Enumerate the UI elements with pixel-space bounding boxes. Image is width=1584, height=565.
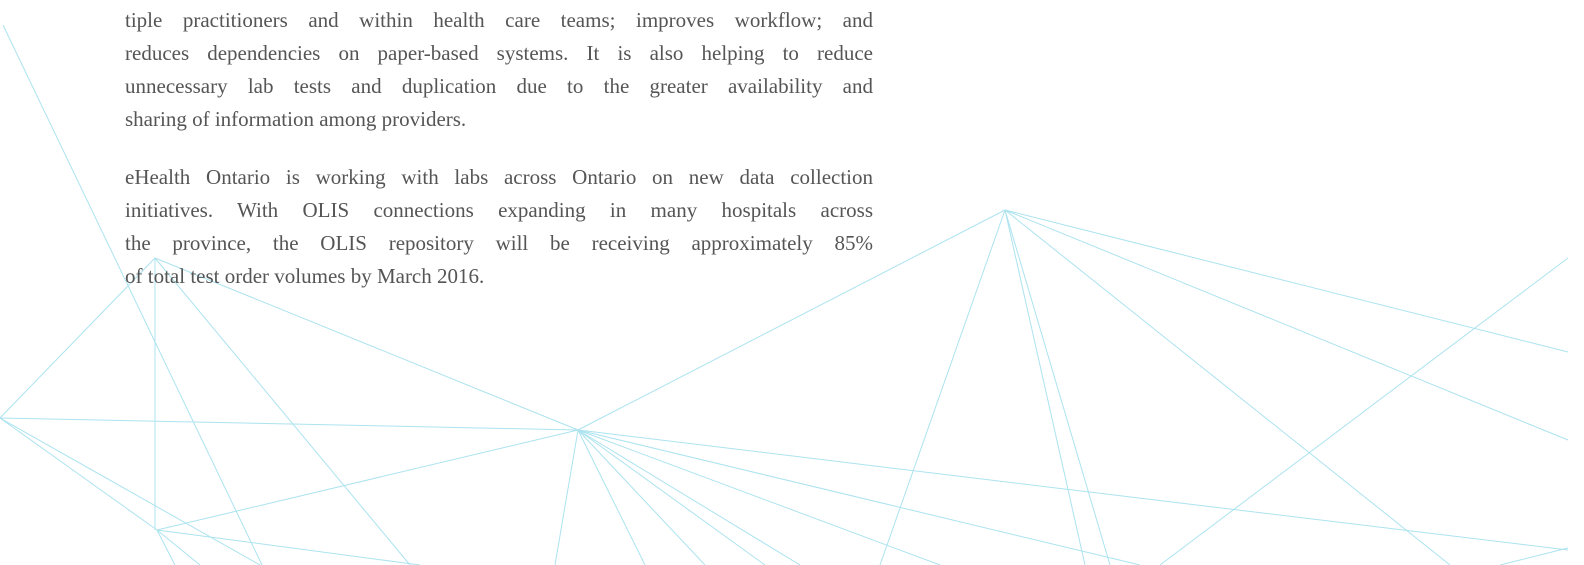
- body-text: tiple practitioners and within health ca…: [125, 4, 873, 318]
- paragraph: tiple practitioners and within health ca…: [125, 4, 873, 136]
- text-line: tiple practitioners and within health ca…: [125, 4, 873, 37]
- page: tiple practitioners and within health ca…: [0, 0, 1584, 565]
- paragraph: eHealth Ontario is working with labs acr…: [125, 161, 873, 293]
- text-line: initiatives. With OLIS connections expan…: [125, 194, 873, 227]
- text-line: reduces dependencies on paper-based syst…: [125, 37, 873, 70]
- text-line: unnecessary lab tests and duplication du…: [125, 70, 873, 103]
- text-line: sharing of information among providers.: [125, 103, 873, 136]
- text-line: the province, the OLIS repository will b…: [125, 227, 873, 260]
- text-line: of total test order volumes by March 201…: [125, 260, 873, 293]
- text-line: eHealth Ontario is working with labs acr…: [125, 161, 873, 194]
